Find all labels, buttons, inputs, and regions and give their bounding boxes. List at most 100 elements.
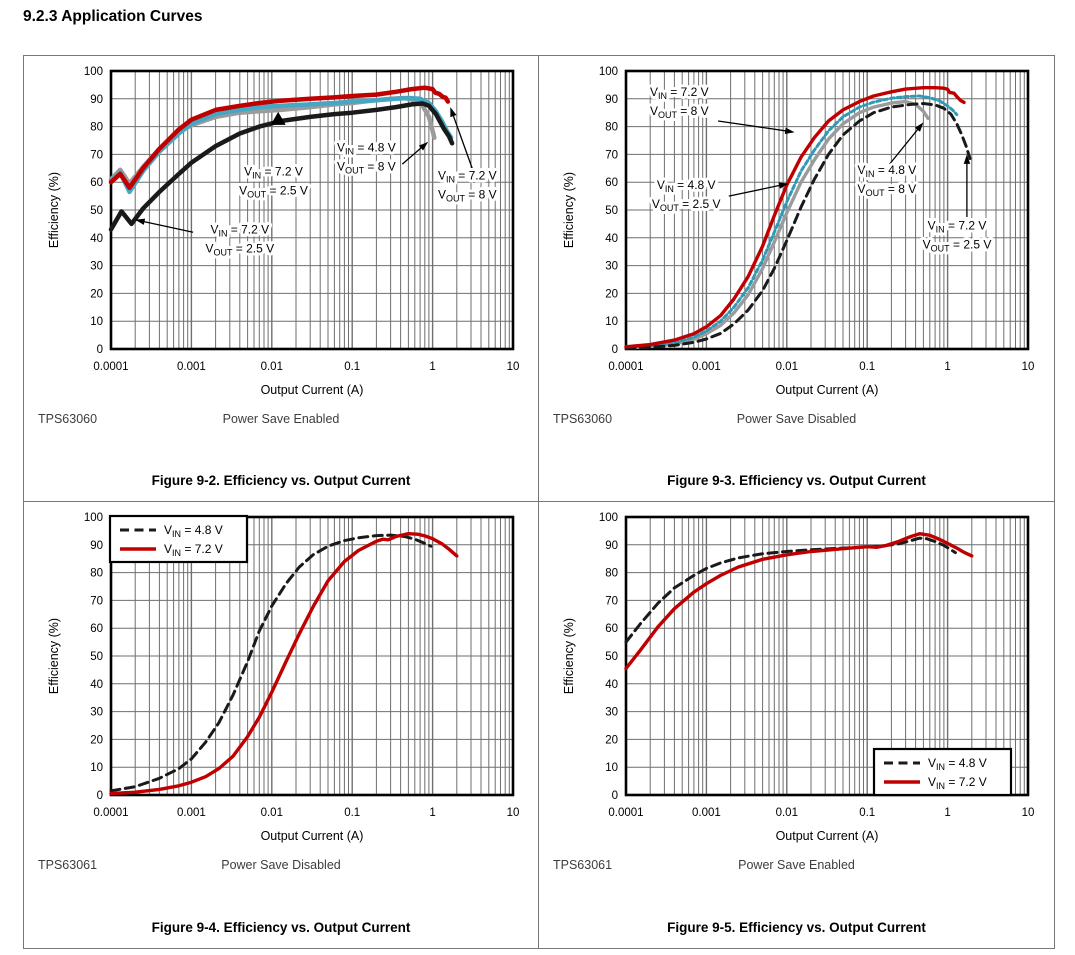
efficiency-chart-figure-9-5: VIN = 4.8 V VIN = 7.2 V 0.0001 0.001 0.01 0.1… [562, 512, 1035, 843]
svg-text:70: 70 [90, 595, 103, 607]
device-label: TPS63061 [553, 858, 613, 872]
svg-text:0.0001: 0.0001 [93, 807, 128, 819]
svg-text:0.1: 0.1 [859, 361, 875, 373]
svg-text:Output Current (A): Output Current (A) [261, 829, 364, 843]
svg-text:VOUT = 8 V: VOUT = 8 V [337, 160, 396, 176]
svg-text:1: 1 [429, 361, 435, 373]
svg-text:Efficiency (%): Efficiency (%) [47, 618, 61, 694]
svg-text:80: 80 [90, 122, 103, 134]
figure-caption: Figure 9-4. Efficiency vs. Output Curren… [151, 920, 411, 935]
efficiency-chart-figure-9-2: VIN = 7.2 V VOUT = 2.5 V VIN = 4.8 V VOUT =… [47, 66, 520, 397]
svg-text:VOUT = 8 V: VOUT = 8 V [858, 182, 917, 198]
efficiency-chart-figure-9-4: VIN = 4.8 V VIN = 7.2 V 0.0001 0.001 0.01 0.1… [47, 512, 520, 843]
svg-text:VOUT = 2.5 V: VOUT = 2.5 V [205, 242, 274, 258]
svg-text:10: 10 [507, 807, 520, 819]
svg-text:0.0001: 0.0001 [608, 361, 643, 373]
svg-text:80: 80 [605, 122, 618, 134]
svg-text:0.01: 0.01 [261, 807, 283, 819]
svg-text:VIN = 7.2 V: VIN = 7.2 V [928, 219, 987, 235]
svg-text:90: 90 [90, 94, 103, 106]
svg-text:10: 10 [507, 361, 520, 373]
svg-text:0.01: 0.01 [776, 807, 798, 819]
figure-cell-9-5: VIN = 4.8 V VIN = 7.2 V 0.0001 0.001 0.01 0.1… [539, 502, 1054, 948]
svg-text:90: 90 [605, 94, 618, 106]
figure-caption: Figure 9-2. Efficiency vs. Output Curren… [151, 473, 411, 488]
svg-text:60: 60 [90, 177, 103, 189]
chart-footer: TPS63061 Power Save Enabled [539, 858, 1054, 875]
svg-text:10: 10 [1022, 807, 1035, 819]
svg-text:10: 10 [605, 316, 618, 328]
svg-text:40: 40 [90, 679, 103, 691]
svg-text:VIN = 7.2 V: VIN = 7.2 V [650, 85, 709, 101]
figure-cell-9-4: VIN = 4.8 V VIN = 7.2 V 0.0001 0.001 0.01 0.1… [24, 502, 539, 948]
svg-text:1: 1 [944, 361, 950, 373]
svg-text:20: 20 [90, 734, 103, 746]
svg-text:50: 50 [605, 651, 618, 663]
svg-text:0.1: 0.1 [344, 361, 360, 373]
svg-text:0.0001: 0.0001 [93, 361, 128, 373]
svg-text:VIN = 4.8 V: VIN = 4.8 V [164, 523, 223, 539]
svg-text:100: 100 [84, 512, 103, 524]
svg-text:0.1: 0.1 [859, 807, 875, 819]
svg-text:0: 0 [97, 344, 103, 356]
device-label: TPS63060 [553, 412, 613, 426]
svg-text:80: 80 [605, 568, 618, 580]
svg-text:VIN = 7.2 V: VIN = 7.2 V [244, 164, 303, 180]
svg-text:VOUT = 2.5 V: VOUT = 2.5 V [652, 197, 721, 213]
svg-text:VOUT = 2.5 V: VOUT = 2.5 V [923, 238, 992, 254]
svg-text:0.001: 0.001 [177, 361, 206, 373]
svg-text:100: 100 [84, 66, 103, 78]
svg-text:0.001: 0.001 [177, 807, 206, 819]
svg-text:40: 40 [605, 233, 618, 245]
svg-text:60: 60 [605, 177, 618, 189]
svg-text:VIN = 7.2 V: VIN = 7.2 V [210, 223, 269, 239]
svg-text:0: 0 [97, 790, 103, 802]
svg-text:VIN = 4.8 V: VIN = 4.8 V [657, 178, 716, 194]
svg-text:100: 100 [599, 512, 618, 524]
svg-text:60: 60 [605, 623, 618, 635]
figure-caption: Figure 9-3. Efficiency vs. Output Curren… [667, 473, 926, 488]
svg-text:20: 20 [605, 288, 618, 300]
svg-text:30: 30 [605, 707, 618, 719]
condition-label: Power Save Disabled [221, 858, 341, 872]
device-label: TPS63060 [38, 412, 98, 426]
svg-text:0: 0 [612, 790, 618, 802]
condition-label: Power Save Enabled [738, 858, 855, 872]
svg-text:VOUT = 8 V: VOUT = 8 V [650, 104, 709, 120]
svg-text:1: 1 [944, 807, 950, 819]
svg-text:90: 90 [605, 540, 618, 552]
svg-text:30: 30 [90, 707, 103, 719]
figure-caption: Figure 9-5. Efficiency vs. Output Curren… [667, 920, 926, 935]
condition-label: Power Save Disabled [736, 412, 857, 426]
svg-text:VIN = 7.2 V: VIN = 7.2 V [164, 542, 223, 558]
svg-text:VOUT = 2.5 V: VOUT = 2.5 V [239, 183, 308, 199]
svg-text:0.0001: 0.0001 [608, 807, 643, 819]
svg-text:50: 50 [90, 205, 103, 217]
application-curves-grid: VIN = 7.2 V VOUT = 2.5 V VIN = 4.8 V VOUT =… [23, 55, 1055, 949]
svg-text:0.01: 0.01 [261, 361, 283, 373]
device-label: TPS63061 [38, 858, 98, 872]
svg-text:Output Current (A): Output Current (A) [261, 383, 364, 397]
svg-text:Efficiency (%): Efficiency (%) [562, 618, 576, 694]
svg-text:VIN = 4.8 V: VIN = 4.8 V [928, 756, 987, 772]
svg-text:20: 20 [605, 734, 618, 746]
chart-footer: TPS63060 Power Save Enabled [24, 412, 538, 429]
figure-cell-9-3: VIN = 7.2 V VOUT = 8 V VIN = 4.8 V VOUT = 2… [539, 56, 1054, 502]
svg-text:20: 20 [90, 288, 103, 300]
svg-text:Efficiency (%): Efficiency (%) [47, 172, 61, 248]
chart-footer: TPS63060 Power Save Disabled [539, 412, 1054, 429]
svg-text:VIN = 4.8 V: VIN = 4.8 V [858, 163, 917, 179]
svg-text:VOUT = 8 V: VOUT = 8 V [438, 187, 497, 203]
svg-text:0.001: 0.001 [692, 361, 721, 373]
svg-text:Efficiency (%): Efficiency (%) [562, 172, 576, 248]
svg-text:70: 70 [90, 149, 103, 161]
svg-text:70: 70 [605, 149, 618, 161]
svg-text:80: 80 [90, 568, 103, 580]
svg-text:30: 30 [605, 261, 618, 273]
svg-text:60: 60 [90, 623, 103, 635]
svg-text:10: 10 [1022, 361, 1035, 373]
svg-text:70: 70 [605, 595, 618, 607]
svg-text:VIN = 7.2 V: VIN = 7.2 V [928, 775, 987, 791]
svg-text:50: 50 [90, 651, 103, 663]
svg-text:30: 30 [90, 261, 103, 273]
